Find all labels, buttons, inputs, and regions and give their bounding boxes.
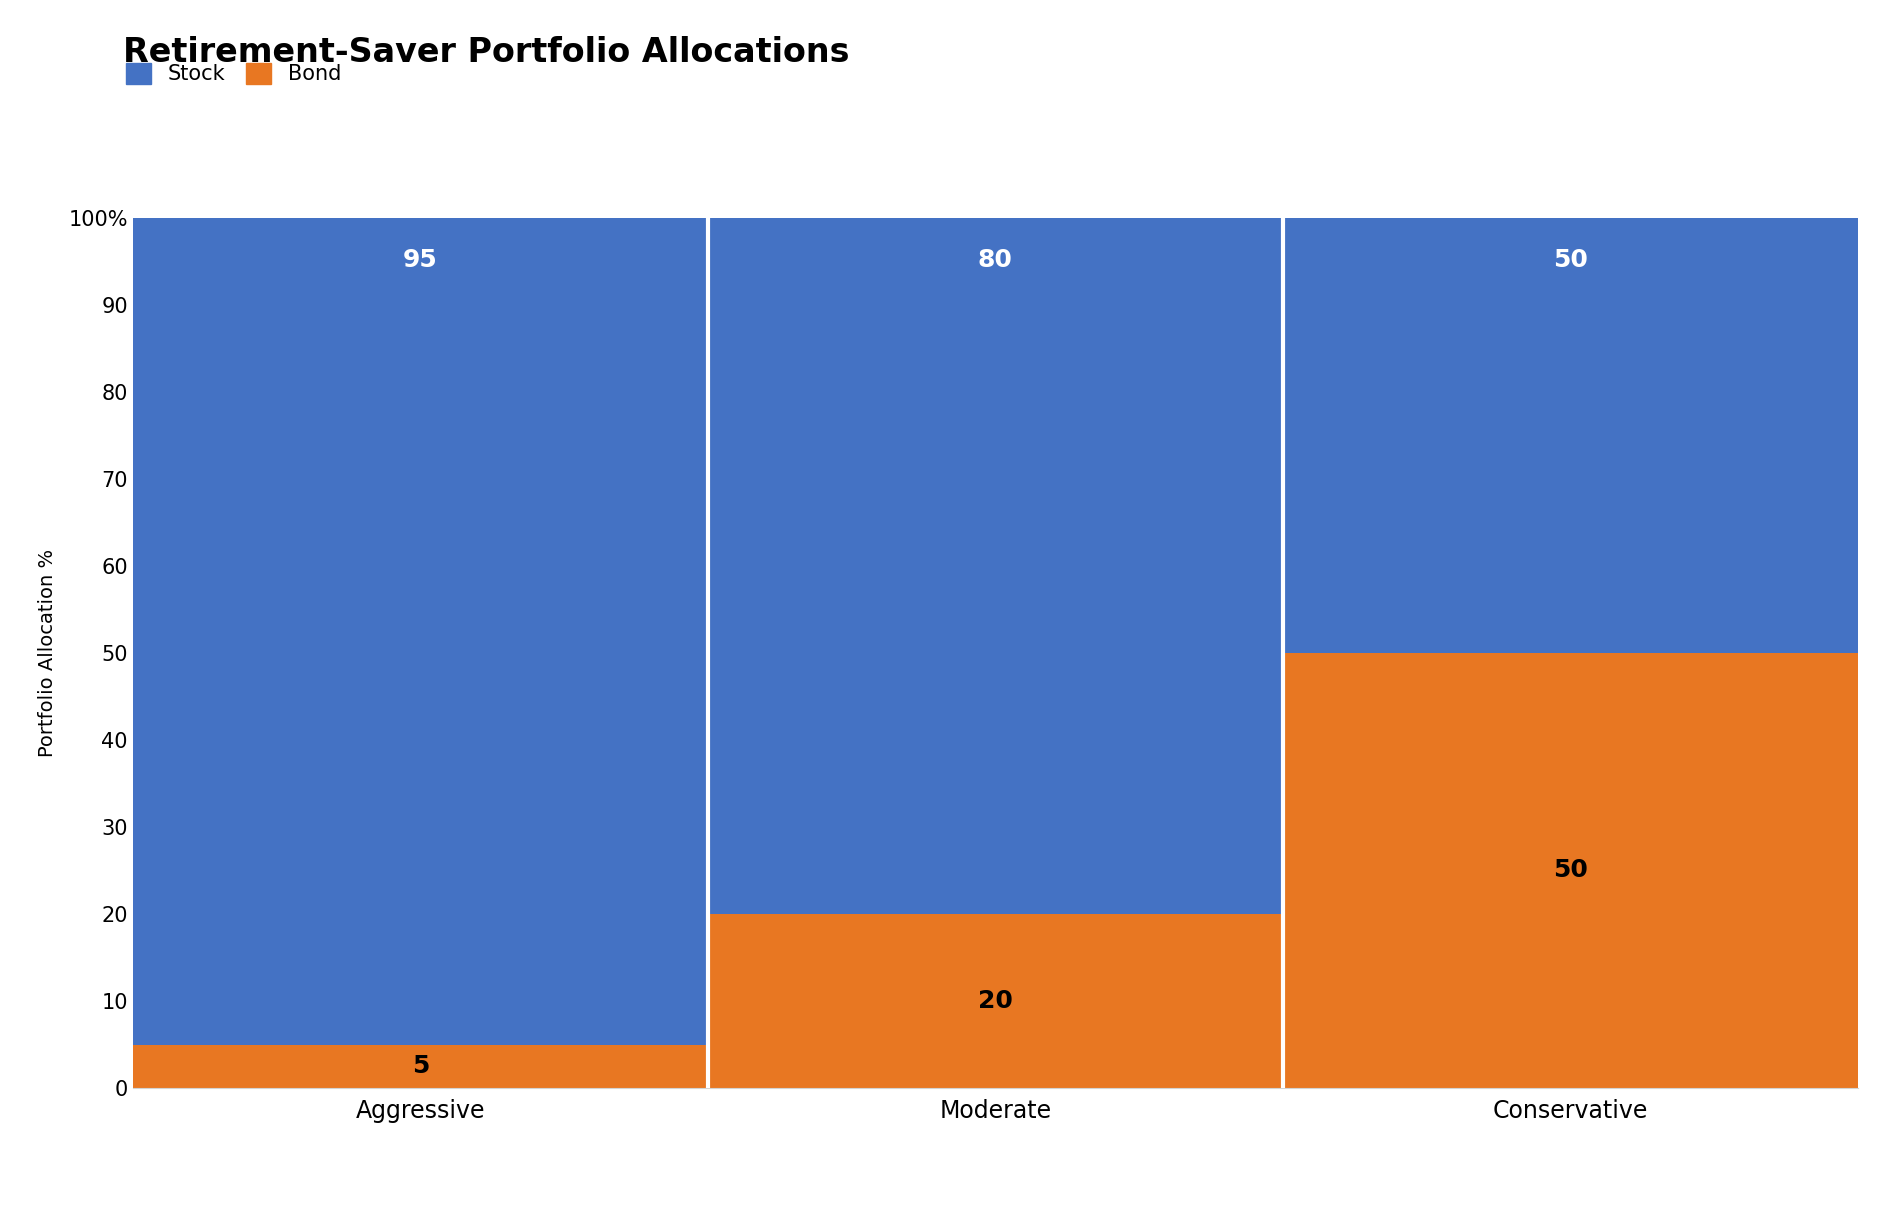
Bar [707, 914, 1284, 1088]
Text: 5: 5 [411, 1054, 428, 1078]
Text: Retirement-Saver Portfolio Allocations: Retirement-Saver Portfolio Allocations [123, 36, 849, 69]
Text: 80: 80 [978, 248, 1012, 272]
Bar [1284, 218, 1858, 653]
Bar [133, 218, 707, 1045]
Text: 20: 20 [978, 989, 1012, 1013]
Y-axis label: Portfolio Allocation %: Portfolio Allocation % [38, 549, 57, 757]
Text: 95: 95 [404, 248, 438, 272]
Bar [707, 218, 1284, 914]
Text: 50: 50 [1553, 248, 1589, 272]
Bar [1284, 653, 1858, 1088]
Text: 50: 50 [1553, 858, 1589, 883]
Bar [133, 1045, 707, 1088]
Legend: Stock, Bond: Stock, Bond [125, 63, 341, 85]
